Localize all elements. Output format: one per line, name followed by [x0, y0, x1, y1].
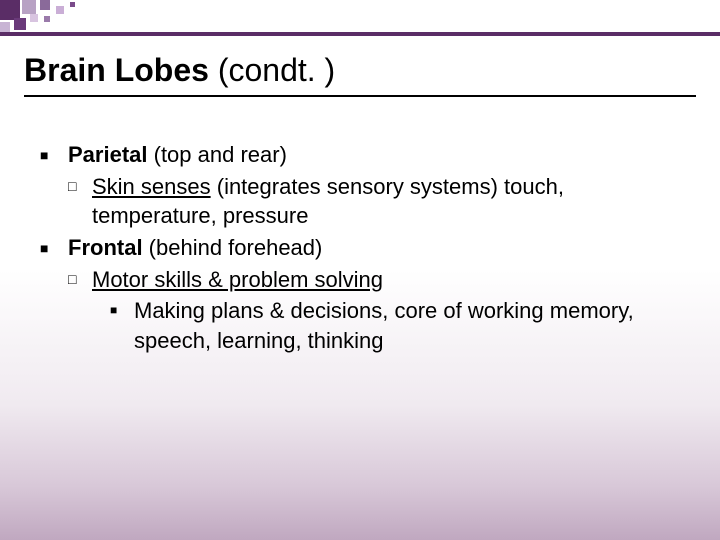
list-item-text: Parietal (top and rear) — [68, 140, 680, 170]
deco-square — [0, 32, 720, 36]
deco-square — [70, 2, 75, 7]
title-bold: Brain Lobes — [24, 52, 209, 88]
slide-title-area: Brain Lobes (condt. ) — [24, 52, 696, 97]
deco-square — [0, 0, 20, 20]
deco-square — [44, 16, 50, 22]
deco-square — [56, 6, 64, 14]
deco-square — [0, 22, 10, 32]
square-bullet-icon: ■ — [40, 233, 68, 263]
slide-content: ■Parietal (top and rear)□Skin senses (in… — [40, 140, 680, 358]
list-item: ■Making plans & decisions, core of worki… — [110, 296, 680, 355]
title-rest: (condt. ) — [209, 52, 335, 88]
hollow-square-bullet-icon: □ — [68, 265, 92, 295]
list-item-text: Motor skills & problem solving — [92, 265, 680, 295]
list-item: ■Frontal (behind forehead) — [40, 233, 680, 263]
deco-square — [22, 0, 36, 14]
square-bullet-icon: ■ — [40, 140, 68, 170]
list-item: □Motor skills & problem solving — [68, 265, 680, 295]
top-decoration — [0, 0, 720, 40]
slide-title: Brain Lobes (condt. ) — [24, 52, 696, 89]
list-item-text: Frontal (behind forehead) — [68, 233, 680, 263]
square-bullet-icon: ■ — [110, 296, 134, 355]
deco-square — [14, 18, 26, 30]
deco-square — [30, 14, 38, 22]
list-item-text: Skin senses (integrates sensory systems)… — [92, 172, 680, 231]
list-item: □Skin senses (integrates sensory systems… — [68, 172, 680, 231]
deco-square — [40, 0, 50, 10]
list-item: ■Parietal (top and rear) — [40, 140, 680, 170]
title-underline — [24, 95, 696, 97]
list-item-text: Making plans & decisions, core of workin… — [134, 296, 680, 355]
hollow-square-bullet-icon: □ — [68, 172, 92, 231]
